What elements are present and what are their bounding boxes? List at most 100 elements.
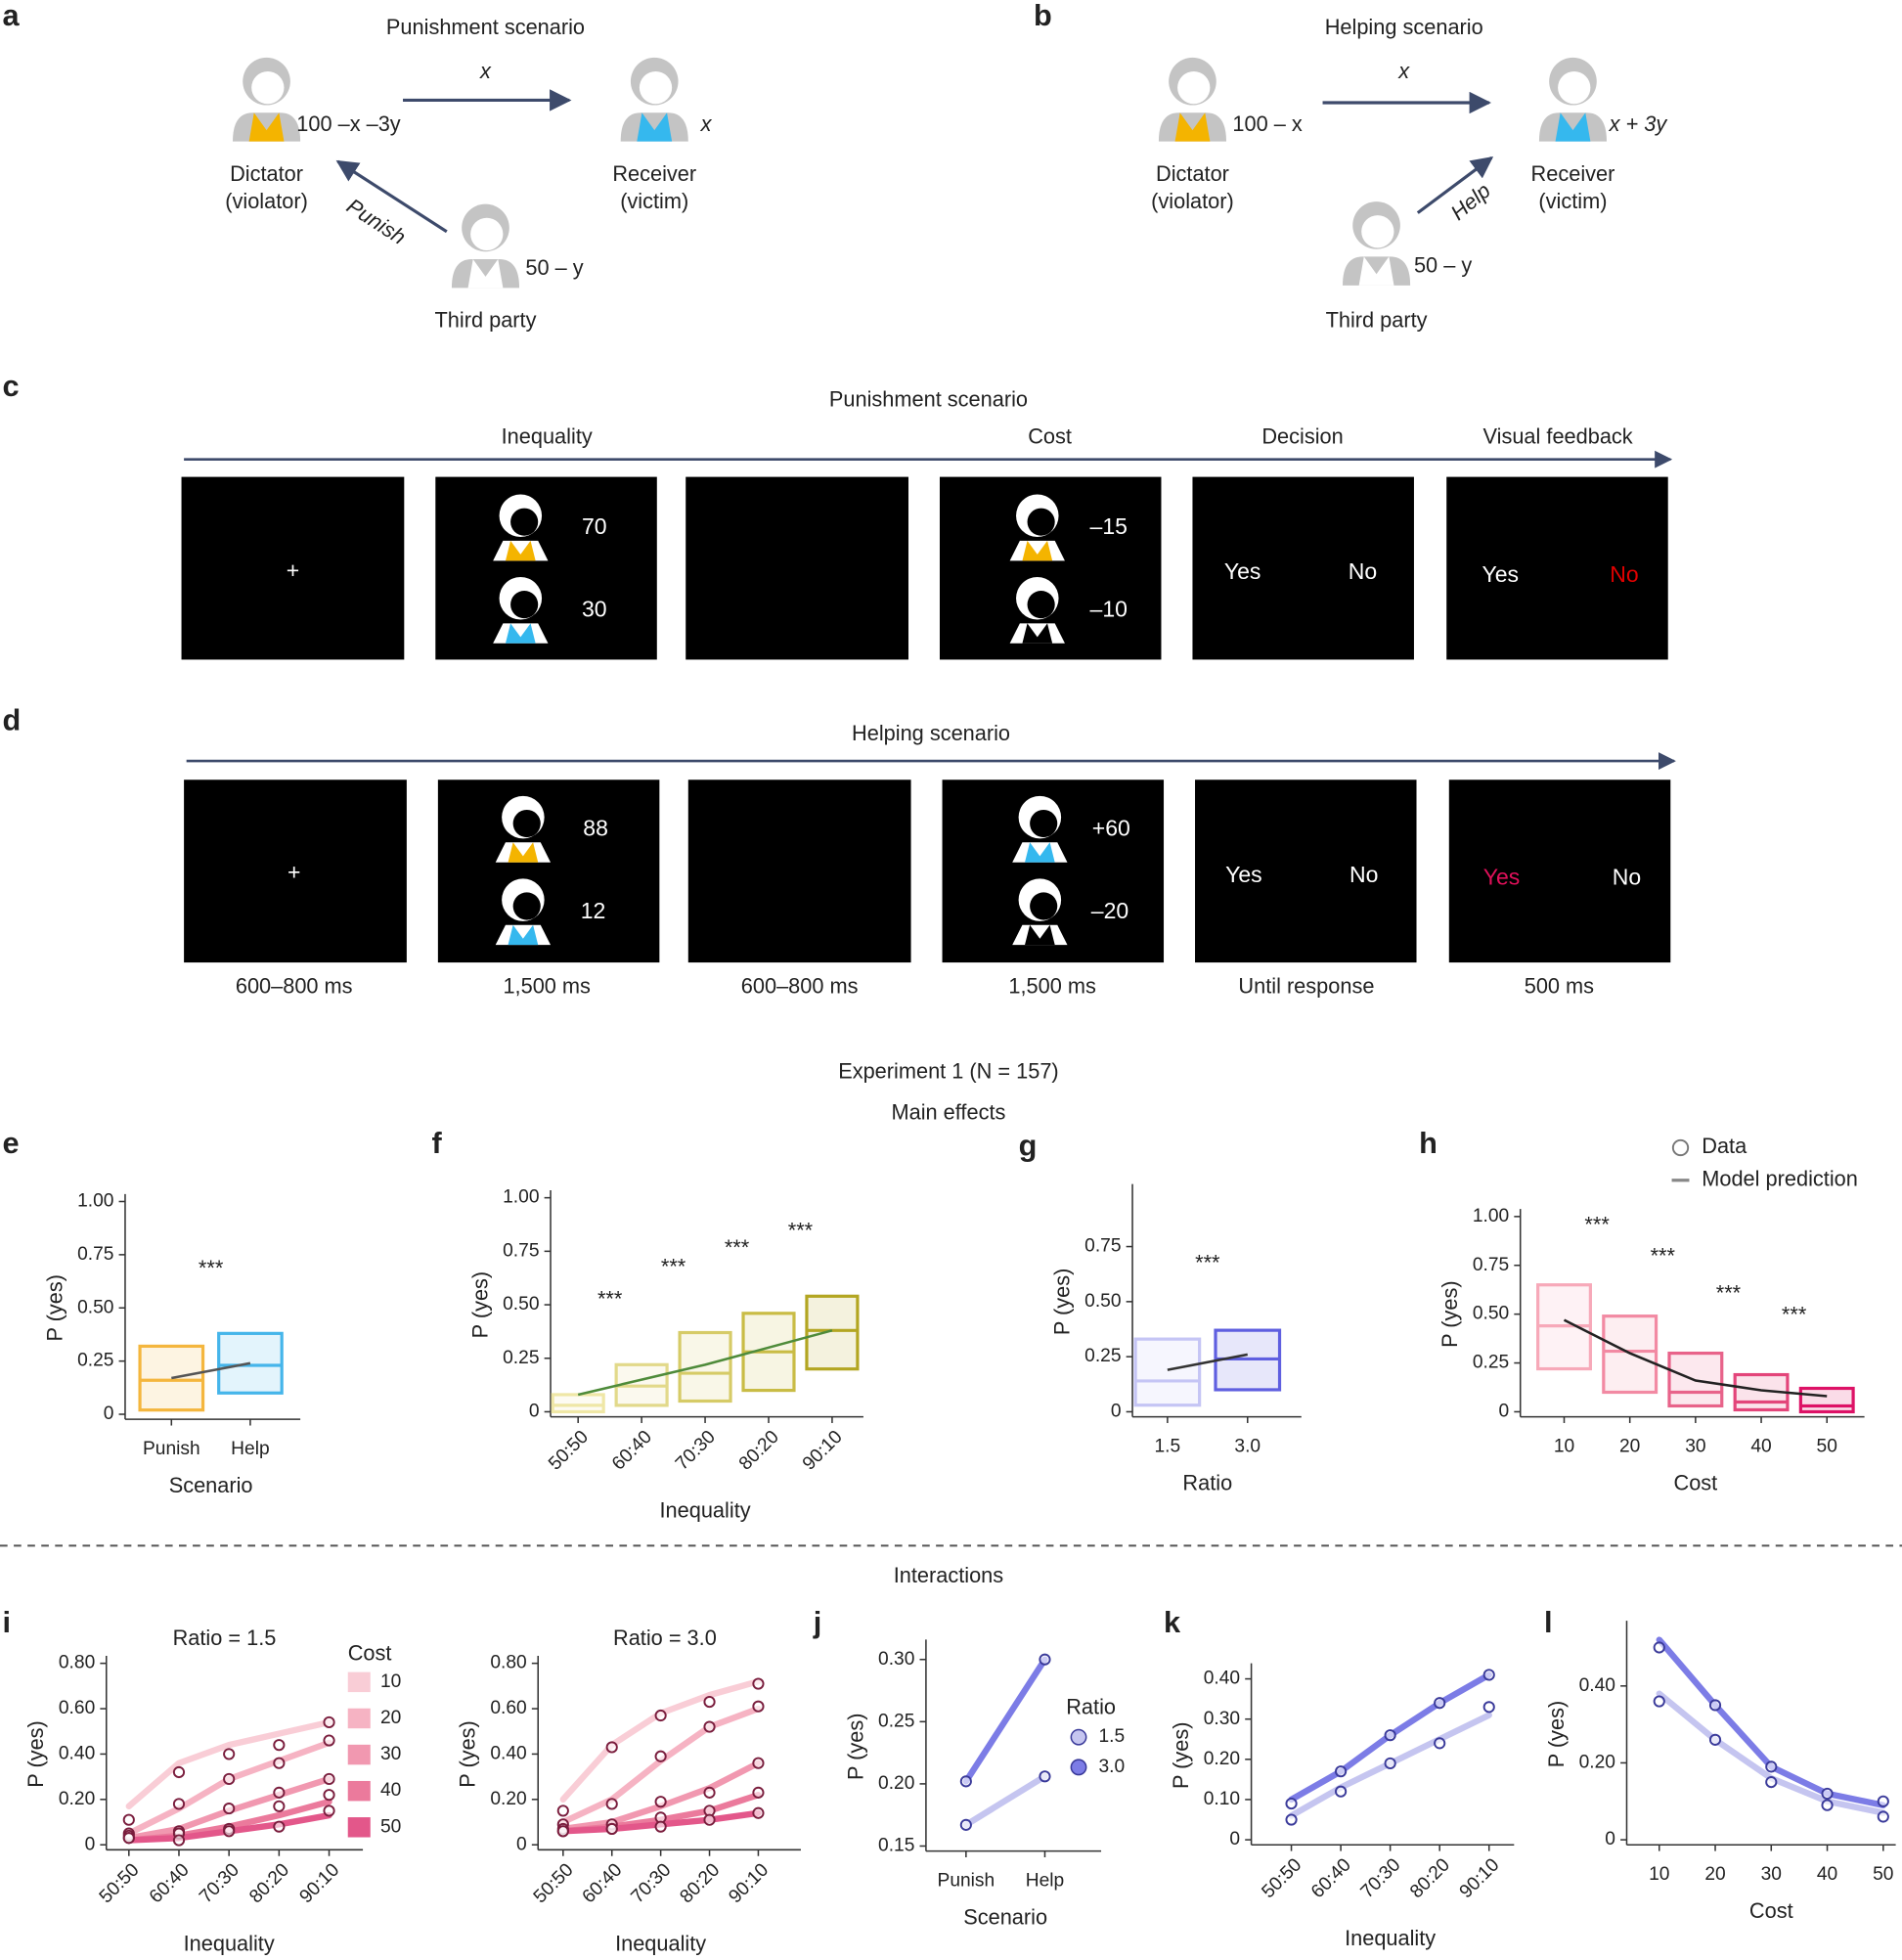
box <box>1133 1337 1202 1407</box>
x-tick-label: 50:50 <box>96 1860 144 1908</box>
x-tick-label: 10 <box>1649 1864 1669 1885</box>
screen <box>1192 476 1414 660</box>
x-axis-label: Inequality <box>660 1498 751 1523</box>
data-point <box>1039 1770 1051 1783</box>
role: Third party <box>435 308 537 333</box>
x-tick-label: 10 <box>1554 1436 1574 1456</box>
data-point <box>323 1715 335 1729</box>
legend-swatch <box>1070 1728 1087 1746</box>
data-point <box>323 1789 335 1802</box>
data-point <box>654 1709 667 1722</box>
panel-label: i <box>3 1605 12 1639</box>
y-axis-label: P (yes) <box>456 1720 480 1788</box>
transfer-label: x <box>1397 59 1410 83</box>
x-axis-label: Ratio <box>1182 1470 1232 1494</box>
payoff: 50 – y <box>525 255 583 280</box>
data-point <box>172 1765 186 1779</box>
arrow <box>335 159 448 234</box>
panel-b: Helping scenario 100 – x x x + 3y 50 – y… <box>1151 15 1667 332</box>
data-point <box>223 1748 236 1760</box>
data-point <box>1434 1697 1446 1710</box>
series-line <box>559 1678 762 1804</box>
role: Receiver <box>1531 161 1615 186</box>
x-tick-label: 70:30 <box>672 1427 720 1475</box>
x-axis-label: Inequality <box>615 1931 706 1955</box>
role: (victim) <box>1538 189 1607 213</box>
series-line <box>962 1773 1048 1829</box>
y-tick-label: 0.25 <box>878 1711 914 1731</box>
option: Yes <box>1482 561 1519 587</box>
y-tick-label: 0.80 <box>59 1653 95 1673</box>
x-tick-label: 30 <box>1761 1864 1782 1885</box>
x-axis-label: Scenario <box>963 1904 1047 1929</box>
x-tick-label: 80:20 <box>735 1427 783 1475</box>
data-point <box>1434 1737 1446 1750</box>
dictator-icon <box>1158 57 1227 142</box>
model-line <box>171 1361 251 1380</box>
box <box>805 1294 860 1371</box>
payoff: x <box>700 111 713 136</box>
model-line <box>1167 1353 1249 1371</box>
y-tick-label: 0 <box>85 1834 96 1854</box>
fixation: + <box>287 557 299 583</box>
x-tick-label: 90:10 <box>725 1860 773 1908</box>
chart-title: Ratio = 3.0 <box>613 1626 717 1650</box>
legend-label: 30 <box>380 1744 401 1764</box>
panel-label: d <box>3 703 22 737</box>
data-point <box>273 1757 286 1769</box>
y-axis-label: P (yes) <box>467 1271 492 1339</box>
option: Yes <box>1225 862 1262 887</box>
data-point <box>752 1806 765 1819</box>
y-tick-label: 0.40 <box>59 1743 95 1763</box>
transfer-label: x <box>479 59 492 83</box>
data-point <box>703 1696 716 1709</box>
screen <box>1195 780 1417 963</box>
significance: *** <box>597 1286 623 1311</box>
legend-swatch <box>1070 1759 1087 1776</box>
x-tick-label: Help <box>1026 1870 1064 1891</box>
panel-label: l <box>1544 1605 1553 1639</box>
x-tick-label: 50 <box>1873 1864 1893 1885</box>
data-point <box>1285 1797 1298 1810</box>
significance: *** <box>1782 1302 1807 1326</box>
y-tick-label: 0.25 <box>1084 1346 1121 1366</box>
significance: *** <box>1195 1250 1220 1274</box>
data-point <box>703 1813 716 1826</box>
y-tick-label: 0.20 <box>1204 1749 1240 1769</box>
amount: 30 <box>582 597 607 622</box>
y-tick-label: 0.20 <box>878 1773 914 1794</box>
data-point <box>605 1798 618 1810</box>
y-tick-label: 0.50 <box>77 1297 113 1317</box>
y-tick-label: 0.75 <box>1084 1236 1121 1257</box>
data-point <box>556 1825 569 1838</box>
x-tick-label: 60:40 <box>146 1860 194 1908</box>
x-tick-label: Punish <box>938 1870 995 1891</box>
x-tick-label: 90:10 <box>296 1860 344 1908</box>
legend-title: Cost <box>348 1640 392 1665</box>
data-point <box>1653 1695 1665 1708</box>
y-tick-label: 0.25 <box>503 1348 539 1368</box>
x-axis-label: Cost <box>1749 1898 1793 1923</box>
amount: 70 <box>582 513 607 539</box>
data-point <box>752 1700 765 1713</box>
x-tick-label: 80:20 <box>677 1860 725 1908</box>
panel-label: h <box>1419 1126 1438 1160</box>
option: Yes <box>1224 558 1261 584</box>
x-tick-label: 60:40 <box>579 1860 627 1908</box>
data-point <box>1384 1757 1396 1770</box>
phase-label: Inequality <box>502 424 593 449</box>
legend-label: 50 <box>380 1816 401 1837</box>
data-point <box>959 1775 972 1788</box>
legend-label: 20 <box>380 1708 401 1728</box>
data-point <box>323 1804 335 1817</box>
phase-label: Cost <box>1028 424 1072 449</box>
x-tick-label: 80:20 <box>245 1860 293 1908</box>
x-tick-label: 70:30 <box>196 1860 243 1908</box>
data-point <box>223 1803 236 1815</box>
amount: 88 <box>583 816 608 841</box>
x-tick-label: 60:40 <box>608 1427 656 1475</box>
payoff: 100 – x <box>1232 111 1302 136</box>
data-point <box>556 1804 569 1817</box>
